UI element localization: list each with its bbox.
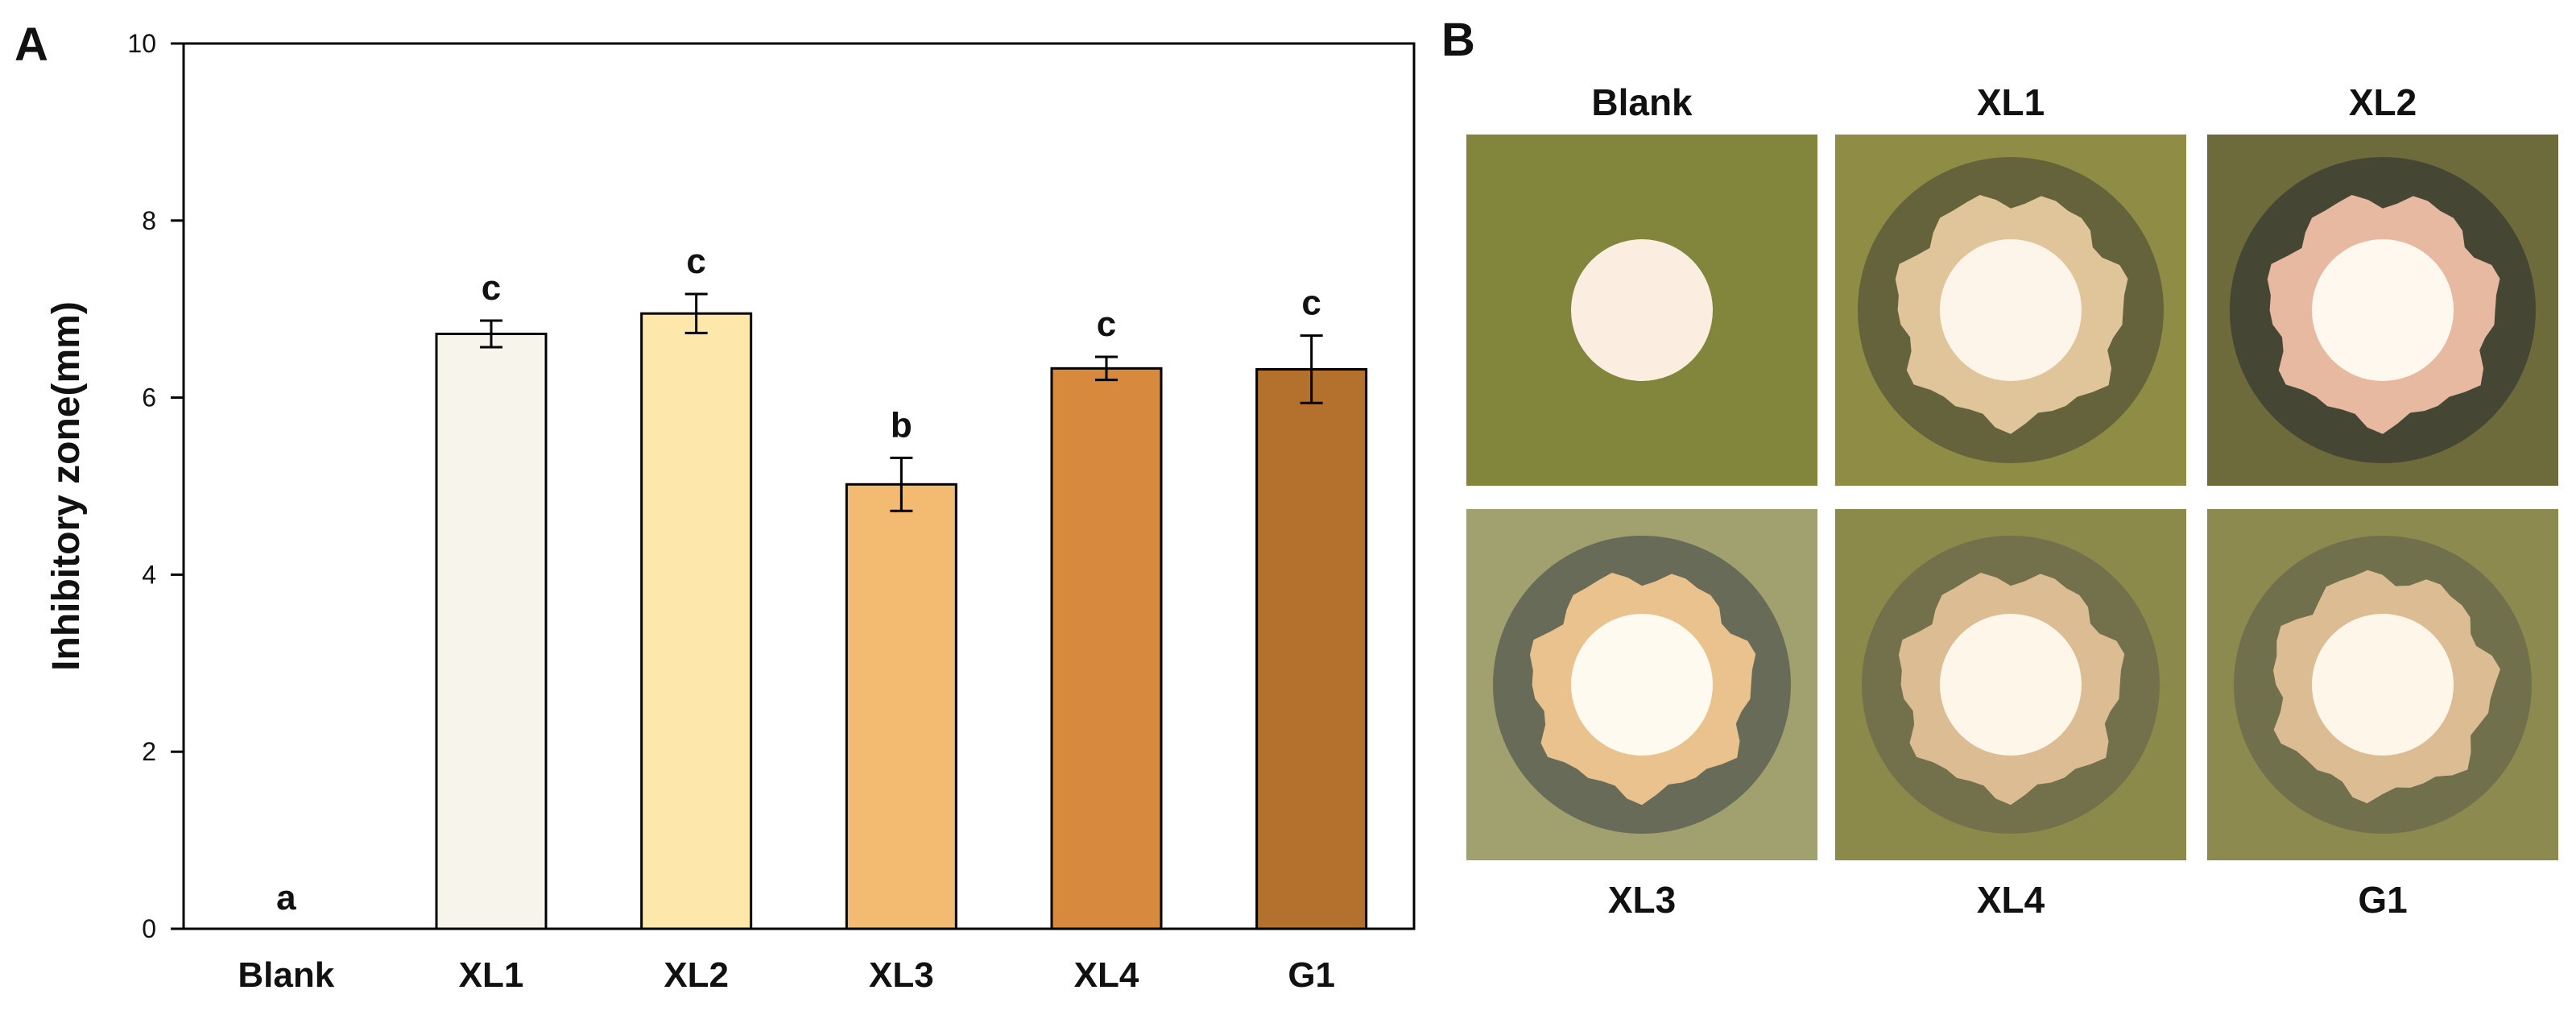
plate-image-XL4 (1835, 509, 2186, 860)
significance-letter-XL2: c (686, 242, 705, 281)
x-tick-label-XL3: XL3 (869, 955, 934, 995)
plate-label-Blank: Blank (1591, 81, 1693, 123)
bar-XL4 (1050, 367, 1163, 930)
plate-image-XL3 (1466, 509, 1817, 860)
panel-letter-a: A (14, 19, 48, 71)
x-tick-label-XL4: XL4 (1074, 955, 1139, 995)
bar-chart: 0 2 4 6 8 10 Inhibitory zone(mm) a Blank c XL1 c XL2… (45, 29, 1416, 995)
x-tick-label-Blank: Blank (238, 955, 334, 995)
significance-letter-XL1: c (482, 268, 501, 308)
bar-XL3 (845, 483, 957, 930)
plate-photo-Blank (1466, 135, 1817, 486)
plate-photo-XL3 (1466, 509, 1817, 860)
plate-image-G1 (2207, 509, 2558, 860)
x-tick-label-G1: G1 (1288, 955, 1335, 995)
y-tick-label: 4 (142, 560, 156, 589)
y-tick-label: 2 (142, 737, 156, 766)
significance-letter-Blank: a (276, 878, 296, 918)
y-tick-label: 10 (127, 29, 156, 58)
y-axis-label: Inhibitory zone(mm) (45, 301, 88, 671)
y-tick-label: 6 (142, 383, 156, 412)
significance-letter-XL4: c (1097, 304, 1116, 344)
plate-label-XL3: XL3 (1607, 879, 1677, 921)
x-tick-label-XL1: XL1 (459, 955, 524, 995)
plate-label-XL1: XL1 (1976, 81, 2045, 123)
plate-photo-XL2 (2207, 135, 2558, 486)
significance-letter-G1: c (1301, 284, 1321, 323)
plate-photo-XL1 (1835, 135, 2186, 486)
plot-frame (182, 42, 1416, 930)
bar-G1 (1255, 367, 1368, 930)
significance-letter-XL3: b (891, 405, 912, 445)
plate-label-XL4: XL4 (1976, 879, 2045, 921)
y-tick-label: 0 (142, 914, 156, 943)
plate-image-Blank (1466, 135, 1817, 486)
y-tick-label: 8 (142, 206, 156, 235)
panel-letter-b: B (1441, 14, 1475, 66)
plate-label-XL2: XL2 (2348, 81, 2417, 123)
plate-photo-XL4 (1835, 509, 2186, 860)
x-tick-label-XL2: XL2 (664, 955, 729, 995)
plate-image-XL2 (2207, 135, 2558, 486)
plate-label-G1: G1 (2358, 879, 2408, 921)
bar-XL2 (640, 312, 753, 930)
bar-XL1 (435, 332, 548, 930)
plate-photo-G1 (2207, 509, 2558, 860)
plate-image-XL1 (1835, 135, 2186, 486)
